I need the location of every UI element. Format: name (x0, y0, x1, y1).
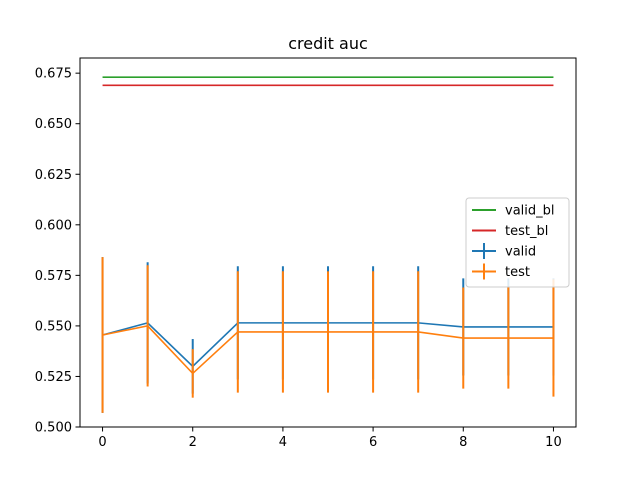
series-test (101, 257, 555, 413)
y-tick-label-0.675: 0.675 (35, 67, 72, 82)
legend-label-test_bl: test_bl (505, 224, 548, 239)
y-tick-label-0.625: 0.625 (35, 168, 72, 183)
y-tick-label-0.600: 0.600 (35, 218, 72, 233)
legend-entry-test: test (472, 263, 530, 280)
y-tick-label-0.525: 0.525 (35, 370, 72, 385)
y-tick-label-0.500: 0.500 (35, 421, 72, 436)
legend-entry-valid_bl: valid_bl (472, 204, 555, 219)
x-tick-label-10: 10 (545, 435, 562, 450)
y-tick-label-0.575: 0.575 (35, 269, 72, 284)
x-tick-label-4: 4 (279, 435, 287, 450)
axes: 0 2 4 6 8 10 0.500 0.525 0.550 0.575 0.600 0.625 0.6… (35, 57, 577, 450)
x-tick-label-0: 0 (98, 435, 106, 450)
axes-frame (79, 57, 577, 428)
y-tick-label-0.650: 0.650 (35, 117, 72, 132)
x-tick-label-2: 2 (189, 435, 197, 450)
chart-title: credit auc (288, 34, 368, 53)
line-test (102, 325, 554, 375)
x-tick-label-6: 6 (369, 435, 377, 450)
y-tick-label-0.550: 0.550 (35, 319, 72, 334)
legend-label-test: test (505, 265, 530, 280)
legend-entry-test_bl: test_bl (472, 224, 548, 239)
plot-area (101, 76, 555, 413)
x-tick-label-8: 8 (459, 435, 467, 450)
legend-box (465, 197, 570, 288)
legend-label-valid: valid (505, 245, 536, 260)
legend-label-valid_bl: valid_bl (505, 204, 555, 219)
legend-entry-valid: valid (472, 243, 536, 260)
